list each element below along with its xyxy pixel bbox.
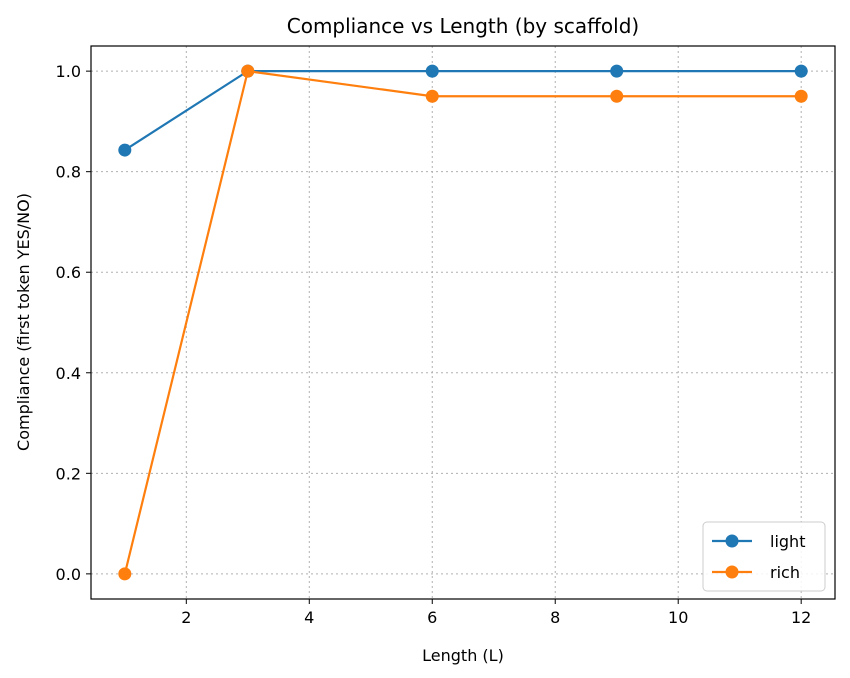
chart-title: Compliance vs Length (by scaffold) bbox=[287, 14, 639, 38]
legend-label-rich: rich bbox=[770, 563, 800, 582]
y-tick-label: 1.0 bbox=[56, 62, 81, 81]
ticks: 2 4 6 8 10 12 0.0 0.2 0.4 0.6 0.8 1.0 bbox=[56, 62, 812, 627]
y-tick-label: 0.4 bbox=[56, 364, 81, 383]
y-tick-label: 0.8 bbox=[56, 163, 81, 182]
legend-box bbox=[702, 521, 826, 592]
legend: light rich bbox=[702, 521, 826, 592]
data-point-rich bbox=[241, 64, 255, 78]
data-point-light bbox=[118, 143, 132, 157]
data-point-light bbox=[610, 64, 624, 78]
x-tick-label: 10 bbox=[668, 608, 688, 627]
legend-label-light: light bbox=[770, 532, 805, 551]
x-tick-label: 6 bbox=[427, 608, 437, 627]
plot-frame bbox=[90, 45, 836, 600]
data-point-rich bbox=[118, 567, 132, 581]
legend-marker-rich bbox=[725, 565, 739, 579]
data-point-rich bbox=[794, 89, 808, 103]
x-tick-label: 12 bbox=[791, 608, 811, 627]
x-tick-label: 8 bbox=[550, 608, 560, 627]
data-point-light bbox=[425, 64, 439, 78]
x-axis-label: Length (L) bbox=[422, 646, 504, 665]
y-tick-label: 0.0 bbox=[56, 565, 81, 584]
data-point-rich bbox=[425, 89, 439, 103]
y-axis-label: Compliance (first token YES/NO) bbox=[14, 193, 33, 451]
x-tick-label: 4 bbox=[304, 608, 314, 627]
x-tick-label: 2 bbox=[181, 608, 191, 627]
series-layer bbox=[118, 64, 808, 581]
y-tick-label: 0.2 bbox=[56, 464, 81, 483]
data-point-rich bbox=[610, 89, 624, 103]
data-point-light bbox=[794, 64, 808, 78]
y-tick-label: 0.6 bbox=[56, 263, 81, 282]
legend-marker-light bbox=[725, 534, 739, 548]
